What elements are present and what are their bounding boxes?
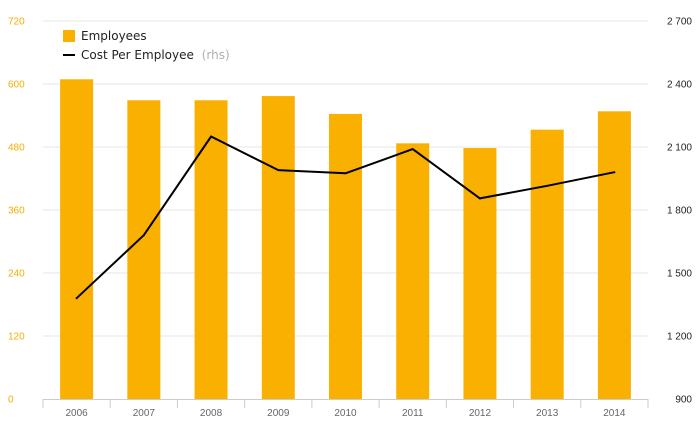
legend-label-cost-per-employee: Cost Per Employee (rhs): [81, 48, 230, 62]
line-point-2010: [344, 172, 347, 175]
line-series: [75, 135, 616, 300]
legend-swatch-employees: [63, 30, 75, 42]
y-left-tick-label: 120: [8, 332, 25, 343]
x-axis: [42, 399, 649, 408]
line-point-2009: [277, 169, 280, 172]
bar-2007: [127, 100, 161, 400]
bar-2013: [530, 129, 564, 400]
line-point-2006: [75, 297, 78, 300]
x-tick-label-2011: 2011: [402, 408, 424, 419]
y-right-tick-label: 2 400: [667, 80, 692, 91]
line-point-2007: [142, 234, 145, 237]
tick-labels: 2006 2007 2008 2009 2010 2011 2012 2013 2014 0 120…: [8, 17, 692, 420]
x-tick-label-2012: 2012: [469, 408, 492, 419]
y-right-tick-label: 1 200: [667, 332, 692, 343]
y-left-tick-label: 0: [8, 395, 14, 406]
y-right-tick-label: 2 700: [667, 17, 692, 28]
bar-2014: [597, 111, 631, 400]
x-tick-label-2014: 2014: [603, 408, 626, 419]
x-tick-label-2009: 2009: [267, 408, 290, 419]
bar-2006: [60, 79, 94, 400]
y-left-tick-label: 720: [8, 17, 25, 28]
y-right-tick-label: 900: [675, 395, 692, 406]
bar-series: [60, 79, 631, 400]
line-point-2008: [210, 135, 213, 138]
bar-2012: [463, 148, 497, 399]
legend-label-employees: Employees: [81, 29, 147, 43]
bar-2010: [329, 113, 362, 400]
legend: Employees Cost Per Employee (rhs): [63, 29, 230, 62]
bar-2008: [194, 100, 228, 400]
y-right-tick-label: 1 800: [667, 206, 692, 217]
y-left-tick-label: 480: [8, 143, 25, 154]
line-point-2013: [546, 184, 549, 187]
x-tick-label-2010: 2010: [334, 408, 357, 419]
line-point-2011: [411, 148, 414, 151]
line-point-2014: [613, 171, 616, 174]
y-left-tick-label: 240: [8, 269, 25, 280]
y-right-tick-label: 2 100: [667, 143, 692, 154]
y-left-tick-label: 600: [8, 80, 25, 91]
x-tick-label-2008: 2008: [200, 408, 223, 419]
x-tick-label-2013: 2013: [536, 408, 559, 419]
y-right-tick-label: 1 500: [667, 269, 692, 280]
x-tick-label-2007: 2007: [133, 408, 156, 419]
x-tick-label-2006: 2006: [65, 408, 88, 419]
bar-2009: [261, 96, 295, 399]
bar-2011: [396, 143, 430, 399]
line-point-2012: [478, 197, 481, 200]
y-left-tick-label: 360: [8, 206, 25, 217]
